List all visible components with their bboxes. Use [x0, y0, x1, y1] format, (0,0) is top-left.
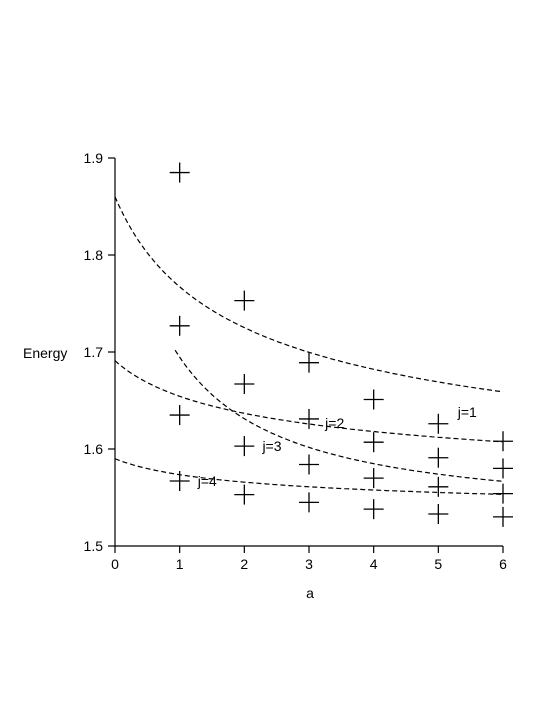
y-tick-label: 1.5 — [84, 538, 104, 554]
data-point-marker — [169, 162, 190, 183]
data-point-marker — [234, 436, 255, 457]
data-point-marker — [363, 468, 384, 489]
x-tick-label: 2 — [240, 556, 248, 572]
data-point-marker — [169, 471, 190, 492]
data-point-marker — [493, 458, 513, 479]
x-tick-label: 5 — [434, 556, 442, 572]
x-tick-label: 0 — [111, 556, 119, 572]
data-point-marker — [363, 432, 384, 453]
fit-curve — [174, 349, 502, 482]
data-point-marker — [493, 483, 513, 504]
data-point-marker — [169, 405, 190, 426]
data-point-marker — [428, 447, 449, 468]
data-point-marker — [363, 389, 384, 410]
x-tick-label: 1 — [176, 556, 184, 572]
x-tick-label: 4 — [370, 556, 378, 572]
data-point-marker — [299, 454, 319, 475]
y-tick-label: 1.6 — [84, 441, 104, 457]
data-point-marker — [493, 506, 513, 527]
fit-curve — [114, 360, 504, 443]
data-point-marker — [169, 315, 190, 336]
series-labels: j=1 j=2 j=3 j=4 — [197, 404, 477, 489]
y-axis-label: Energy — [23, 345, 67, 361]
y-tick-label: 1.8 — [84, 247, 104, 263]
data-markers — [169, 162, 513, 527]
fit-curves — [114, 196, 504, 495]
data-point-marker — [299, 408, 319, 429]
data-point-marker — [299, 352, 319, 373]
data-point-marker — [428, 503, 449, 524]
y-tick-label: 1.7 — [84, 344, 104, 360]
x-tick-label: 3 — [305, 556, 313, 572]
data-point-marker — [428, 413, 449, 434]
series-label: j=2 — [324, 415, 344, 431]
data-point-marker — [363, 499, 384, 520]
x-tick-label: 6 — [499, 556, 507, 572]
data-point-marker — [234, 290, 255, 311]
axes: 0 1 2 3 4 5 6 1.5 1.6 1.7 1.8 1.9 — [84, 150, 508, 572]
data-point-marker — [234, 374, 255, 395]
series-label: j=4 — [197, 473, 217, 489]
fit-curve — [114, 196, 504, 393]
y-tick-label: 1.9 — [84, 150, 104, 166]
data-point-marker — [493, 431, 513, 452]
series-label: j=3 — [261, 438, 281, 454]
data-point-marker — [299, 492, 319, 513]
data-point-marker — [428, 476, 449, 497]
series-label: j=1 — [457, 404, 477, 420]
x-axis-label: a — [306, 585, 314, 601]
data-point-marker — [234, 484, 255, 505]
